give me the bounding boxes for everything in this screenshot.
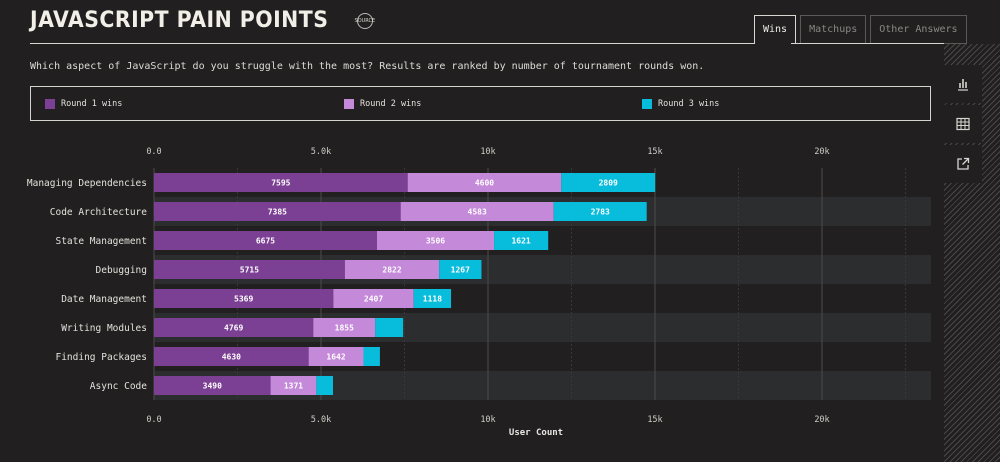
source-badge-icon[interactable]: SOURCE xyxy=(355,12,375,29)
bar-segment-round-3[interactable] xyxy=(553,202,647,221)
bar-segment-round-3[interactable] xyxy=(316,376,334,395)
bar-segment-round-2[interactable] xyxy=(308,347,364,366)
x-tick-label-bottom: 15k xyxy=(647,415,662,425)
bar-value-label: 3490 xyxy=(203,382,222,391)
legend-label-round-3: Round 3 wins xyxy=(658,98,720,109)
category-label: Managing Dependencies xyxy=(27,178,147,189)
bar-value-label: 1371 xyxy=(284,382,303,391)
legend-swatch-round-1 xyxy=(45,98,55,109)
tab-matchups[interactable]: Matchups xyxy=(800,15,867,44)
category-label: Async Code xyxy=(90,381,147,392)
x-tick-label-bottom: 5.0k xyxy=(311,415,331,425)
tab-wins[interactable]: Wins xyxy=(754,15,797,44)
bar-segment-round-2[interactable] xyxy=(376,231,495,250)
chart-view-button[interactable] xyxy=(944,65,982,103)
bar-value-label: 5715 xyxy=(240,266,259,275)
legend-item-round-2[interactable]: Round 2 wins xyxy=(344,98,422,109)
bar-segment-round-1[interactable] xyxy=(154,347,309,366)
tab-divider xyxy=(30,43,944,44)
bar-segment-round-1[interactable] xyxy=(154,289,334,308)
bar-segment-round-2[interactable] xyxy=(400,202,554,221)
bar-segment-round-1[interactable] xyxy=(154,376,271,395)
bar-value-label: 6675 xyxy=(256,237,275,246)
x-tick-label-bottom: 0.0 xyxy=(146,415,161,425)
bar-segment-round-3[interactable] xyxy=(494,231,549,250)
bar-chart-icon xyxy=(958,79,968,91)
bar-value-label: 2822 xyxy=(382,266,401,275)
bar-value-label: 1642 xyxy=(326,353,345,362)
bar-value-label: 1855 xyxy=(335,324,354,333)
x-tick-label-top: 0.0 xyxy=(146,147,161,157)
bar-value-label: 5369 xyxy=(234,295,253,304)
bar-segment-round-3[interactable] xyxy=(439,260,482,279)
category-label: Debugging xyxy=(96,265,147,276)
category-label: Finding Packages xyxy=(55,352,147,363)
bar-value-label: 4583 xyxy=(468,208,487,217)
legend-item-round-3[interactable]: Round 3 wins xyxy=(642,98,720,109)
bar-segment-round-1[interactable] xyxy=(154,202,401,221)
x-axis-title: User Count xyxy=(509,428,563,438)
page-title: JAVASCRIPT PAIN POINTS xyxy=(30,8,329,33)
title-row: JAVASCRIPT PAIN POINTS SOURCE xyxy=(30,8,375,33)
legend-swatch-round-3 xyxy=(642,98,652,109)
stacked-bar-chart: 0.0 0.0 5.0k 5.0k 10k 10k 15k 15k 20k 20k User Cou… xyxy=(27,147,931,438)
legend-label-round-2: Round 2 wins xyxy=(360,98,422,109)
legend-item-round-1[interactable]: Round 1 wins xyxy=(45,98,123,109)
x-tick-label-top: 10k xyxy=(480,147,495,157)
view-sidebar xyxy=(944,44,1000,462)
bar-segment-round-2[interactable] xyxy=(344,260,440,279)
bar-segment-round-3[interactable] xyxy=(363,347,380,366)
x-tick-label-top: 20k xyxy=(814,147,829,157)
bar-value-label: 4769 xyxy=(224,324,243,333)
x-tick-label-bottom: 20k xyxy=(814,415,829,425)
bar-segment-round-1[interactable] xyxy=(154,260,345,279)
chart-legend: Round 1 wins Round 2 wins Round 3 wins xyxy=(30,86,931,121)
external-link-icon xyxy=(957,157,970,170)
bar-segment-round-3[interactable] xyxy=(375,318,404,337)
category-label: State Management xyxy=(55,236,147,247)
bar-segment-round-2[interactable] xyxy=(270,376,317,395)
bar-value-label: 1621 xyxy=(511,237,530,246)
bar-value-label: 4600 xyxy=(475,179,494,188)
bar-value-label: 2407 xyxy=(364,295,383,304)
table-icon xyxy=(956,117,970,131)
bar-value-label: 2809 xyxy=(599,179,618,188)
bar-value-label: 7595 xyxy=(271,179,290,188)
bar-value-label: 2783 xyxy=(591,208,610,217)
bar-segment-round-1[interactable] xyxy=(154,231,377,250)
x-tick-label-bottom: 10k xyxy=(480,415,495,425)
tab-other-answers[interactable]: Other Answers xyxy=(870,15,967,44)
chart-description: Which aspect of JavaScript do you strugg… xyxy=(30,61,705,72)
bar-value-label: 7385 xyxy=(268,208,287,217)
bar-segment-round-2[interactable] xyxy=(333,289,414,308)
bar-segment-round-3[interactable] xyxy=(413,289,452,308)
bar-segment-round-3[interactable] xyxy=(561,173,656,192)
category-label: Date Management xyxy=(61,294,147,305)
bar-segment-round-2[interactable] xyxy=(407,173,562,192)
category-label: Writing Modules xyxy=(61,323,147,334)
bar-value-label: 3506 xyxy=(426,237,445,246)
bar-value-label: 1267 xyxy=(451,266,470,275)
table-view-button[interactable] xyxy=(944,105,982,143)
category-label: Code Architecture xyxy=(50,207,148,218)
share-button[interactable] xyxy=(944,145,982,183)
tab-bar: Wins Matchups Other Answers xyxy=(754,15,971,44)
x-tick-label-top: 15k xyxy=(647,147,662,157)
legend-swatch-round-2 xyxy=(344,98,354,109)
bar-value-label: 4630 xyxy=(222,353,241,362)
bar-segment-round-1[interactable] xyxy=(154,173,408,192)
bar-segment-round-2[interactable] xyxy=(313,318,376,337)
x-tick-label-top: 5.0k xyxy=(311,147,331,157)
legend-label-round-1: Round 1 wins xyxy=(61,98,123,109)
bar-value-label: 1118 xyxy=(423,295,442,304)
bar-segment-round-1[interactable] xyxy=(154,318,314,337)
